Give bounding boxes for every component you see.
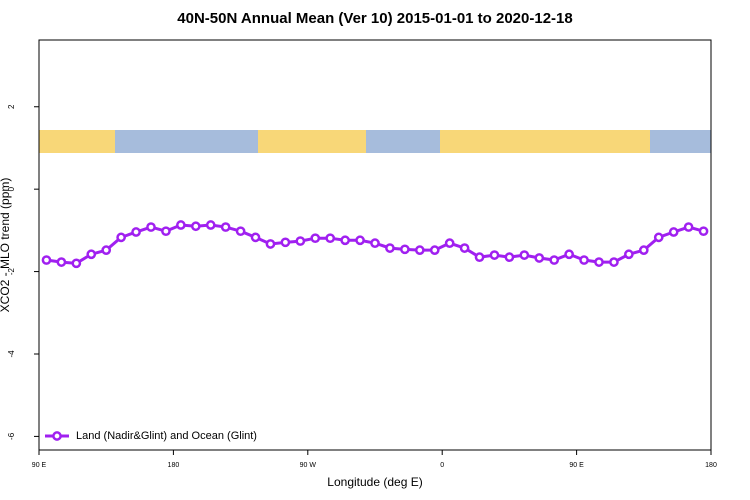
data-point bbox=[101, 245, 112, 256]
data-point bbox=[176, 220, 186, 230]
data-point bbox=[265, 239, 276, 249]
x-tick-label: 90 E bbox=[569, 462, 584, 469]
data-point bbox=[609, 257, 619, 267]
data-point bbox=[325, 233, 336, 244]
data-point bbox=[579, 255, 589, 265]
y-tick-label: 2 bbox=[7, 104, 16, 109]
data-point bbox=[549, 255, 560, 265]
data-point bbox=[638, 245, 649, 256]
data-point bbox=[668, 227, 679, 237]
legend-label: Land (Nadir&Glint) and Ocean (Glint) bbox=[76, 430, 257, 442]
data-point bbox=[41, 255, 52, 265]
map-strip bbox=[39, 130, 711, 153]
x-tick-label: 90 E bbox=[32, 462, 47, 469]
data-point bbox=[683, 222, 694, 232]
chart-title: 40N-50N Annual Mean (Ver 10) 2015-01-01 … bbox=[177, 10, 572, 27]
data-point bbox=[429, 245, 440, 256]
data-point bbox=[190, 221, 201, 232]
y-tick-label: -6 bbox=[7, 432, 16, 440]
data-point bbox=[340, 235, 350, 246]
data-point bbox=[280, 237, 291, 248]
data-point bbox=[116, 232, 126, 243]
data-point bbox=[250, 232, 261, 243]
data-point bbox=[444, 238, 455, 248]
data-point bbox=[534, 253, 545, 263]
data-point bbox=[56, 257, 67, 267]
data-point bbox=[519, 250, 530, 260]
land bbox=[39, 130, 115, 153]
data-point bbox=[489, 250, 500, 260]
data-point bbox=[698, 226, 709, 237]
data-point bbox=[370, 238, 380, 248]
data-point bbox=[400, 244, 410, 255]
data-point bbox=[594, 257, 604, 267]
data-point bbox=[624, 249, 634, 260]
data-point bbox=[235, 226, 246, 237]
data-point bbox=[504, 252, 515, 263]
y-axis-label: XCO2 - MLO trend (ppm) bbox=[0, 178, 12, 313]
data-point bbox=[71, 258, 82, 269]
data-point bbox=[474, 252, 485, 263]
data-point bbox=[355, 235, 365, 246]
x-tick-label: 0 bbox=[440, 462, 444, 469]
land bbox=[440, 130, 650, 153]
y-tick-label: -4 bbox=[7, 350, 16, 358]
data-point bbox=[161, 226, 171, 237]
land bbox=[258, 130, 366, 153]
legend-marker bbox=[52, 431, 62, 441]
data-point bbox=[295, 236, 306, 246]
data-point bbox=[564, 249, 574, 260]
x-tick-label: 180 bbox=[168, 462, 180, 469]
data-point bbox=[653, 232, 664, 243]
y-tick-label: -2 bbox=[7, 267, 16, 275]
data-point bbox=[146, 222, 156, 232]
x-tick-label: 90 W bbox=[300, 462, 317, 469]
data-point bbox=[220, 222, 231, 232]
y-tick-label: 0 bbox=[7, 186, 16, 191]
data-point bbox=[414, 245, 425, 256]
data-point bbox=[205, 220, 216, 230]
data-point bbox=[385, 243, 395, 253]
data-point bbox=[310, 233, 321, 244]
plot-frame bbox=[38, 39, 712, 451]
data-point bbox=[86, 249, 97, 260]
x-axis-label: Longitude (deg E) bbox=[327, 475, 422, 489]
x-tick-label: 180 bbox=[705, 462, 717, 469]
data-point bbox=[459, 243, 470, 253]
data-point bbox=[131, 227, 141, 237]
